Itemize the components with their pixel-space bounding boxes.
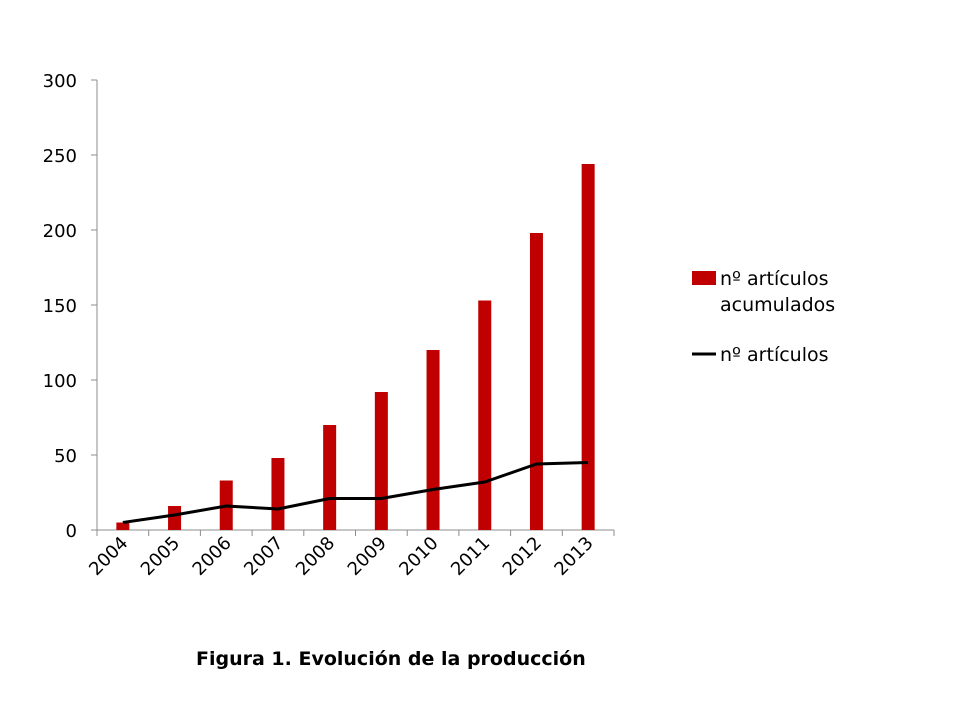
- y-tick-label: 150: [43, 296, 77, 317]
- chart-legend: nº artículos acumulados nº artículos: [692, 268, 835, 366]
- figure-caption: Figura 1. Evolución de la producción: [196, 648, 586, 670]
- y-tick-label: 300: [43, 71, 77, 92]
- x-tick-label: 2006: [189, 533, 236, 580]
- legend-label: nº artículos: [720, 268, 829, 290]
- x-tick-label: 2005: [137, 533, 184, 580]
- y-tick-label: 0: [66, 521, 77, 542]
- x-tick-label: 2012: [499, 533, 546, 580]
- x-tick-label: 2008: [292, 533, 339, 580]
- legend-label: nº artículos: [720, 344, 829, 366]
- bar: [271, 458, 285, 530]
- bar: [323, 425, 337, 530]
- x-tick-label: 2010: [395, 533, 442, 580]
- bar: [116, 522, 130, 530]
- series-line: [122, 461, 589, 524]
- y-tick-label: 200: [43, 221, 77, 242]
- legend-item: nº artículos acumulados: [692, 268, 835, 316]
- x-tick-label: 2007: [240, 533, 287, 580]
- x-tick-label: 2009: [344, 533, 391, 580]
- bar: [374, 392, 388, 530]
- y-tick-label: 50: [54, 446, 77, 467]
- legend-item: nº artículos: [692, 344, 829, 366]
- legend-swatch-bar: [692, 271, 716, 285]
- x-tick-label: 2004: [85, 533, 132, 580]
- legend-label: acumulados: [720, 294, 835, 316]
- x-tick-label: 2011: [447, 533, 494, 580]
- bar: [478, 300, 492, 530]
- line-series: [122, 461, 589, 524]
- bar-series: [116, 164, 595, 530]
- y-tick-label: 100: [43, 371, 77, 392]
- bar: [529, 233, 543, 530]
- bar: [581, 164, 595, 530]
- bar: [426, 350, 440, 530]
- x-tick-label: 2013: [550, 533, 597, 580]
- bar: [168, 506, 182, 530]
- y-tick-label: 250: [43, 146, 77, 167]
